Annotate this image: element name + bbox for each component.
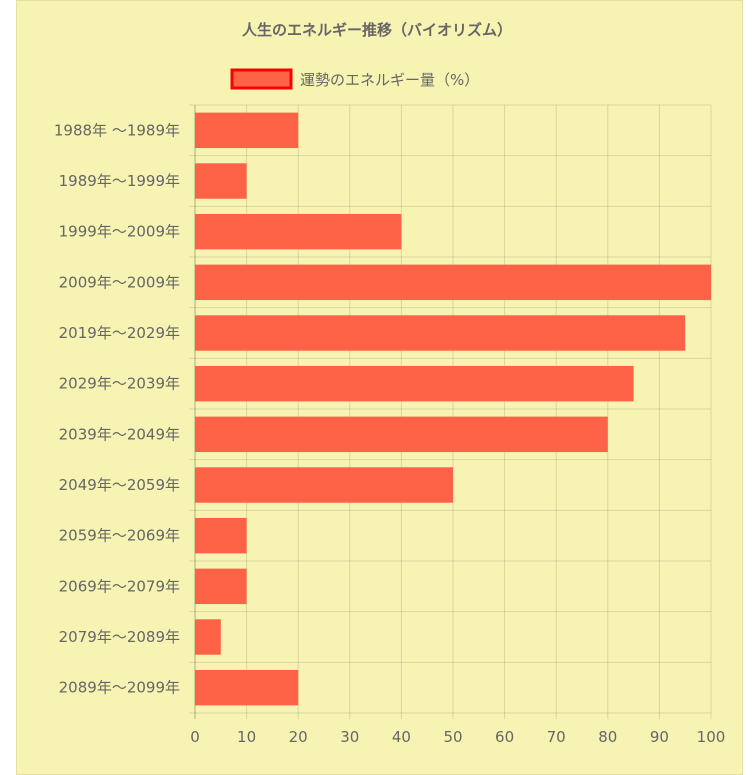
x-tick-label: 80 [598, 728, 617, 746]
bars [195, 112, 711, 706]
bar[interactable] [195, 213, 402, 250]
category-label: 2039年～2049年 [59, 425, 180, 443]
category-label: 2049年～2059年 [59, 476, 180, 494]
category-label: 1999年～2009年 [59, 223, 180, 241]
bar[interactable] [195, 264, 711, 301]
legend-swatch [230, 68, 293, 90]
x-tick-labels: 0 10 20 30 40 50 60 70 80 90 100 [190, 728, 725, 746]
x-tick-label: 70 [547, 728, 566, 746]
x-tick-label: 60 [495, 728, 514, 746]
bar[interactable] [195, 467, 453, 503]
category-label: 2019年～2029年 [59, 324, 180, 342]
bar[interactable] [195, 112, 299, 149]
bar[interactable] [195, 365, 634, 402]
x-tick-label: 10 [237, 728, 256, 746]
category-label: 2059年～2069年 [59, 527, 180, 545]
x-tick-label: 50 [443, 728, 462, 746]
bar[interactable] [195, 416, 608, 453]
bar[interactable] [195, 517, 247, 554]
x-tick-label: 20 [289, 728, 308, 746]
x-tick-label: 90 [650, 728, 669, 746]
category-label: 2089年～2099年 [59, 679, 180, 697]
x-tick-label: 30 [340, 728, 359, 746]
bar[interactable] [195, 669, 299, 706]
x-tick-label: 100 [697, 728, 726, 746]
category-label: 1989年～1999年 [59, 172, 180, 190]
bar[interactable] [195, 568, 247, 605]
category-label: 2069年～2079年 [59, 577, 180, 595]
legend-label: 運勢のエネルギー量（%） [300, 71, 479, 89]
x-tick-label: 40 [392, 728, 411, 746]
chart-title: 人生のエネルギー推移（バイオリズム） [242, 21, 512, 39]
grid-lines [189, 104, 712, 719]
x-tick-label: 0 [190, 728, 200, 746]
category-label: 1988年 ～1989年 [54, 121, 180, 139]
bar[interactable] [195, 619, 221, 655]
category-label: 2079年～2089年 [59, 628, 180, 646]
bar[interactable] [195, 163, 247, 199]
bar[interactable] [195, 315, 686, 351]
legend[interactable]: 運勢のエネルギー量（%） [230, 68, 479, 90]
category-label: 2029年～2039年 [59, 375, 180, 393]
category-label: 2009年～2009年 [59, 273, 180, 291]
category-labels: 1988年 ～1989年 1989年～1999年 1999年～2009年 2009年～… [54, 121, 180, 696]
